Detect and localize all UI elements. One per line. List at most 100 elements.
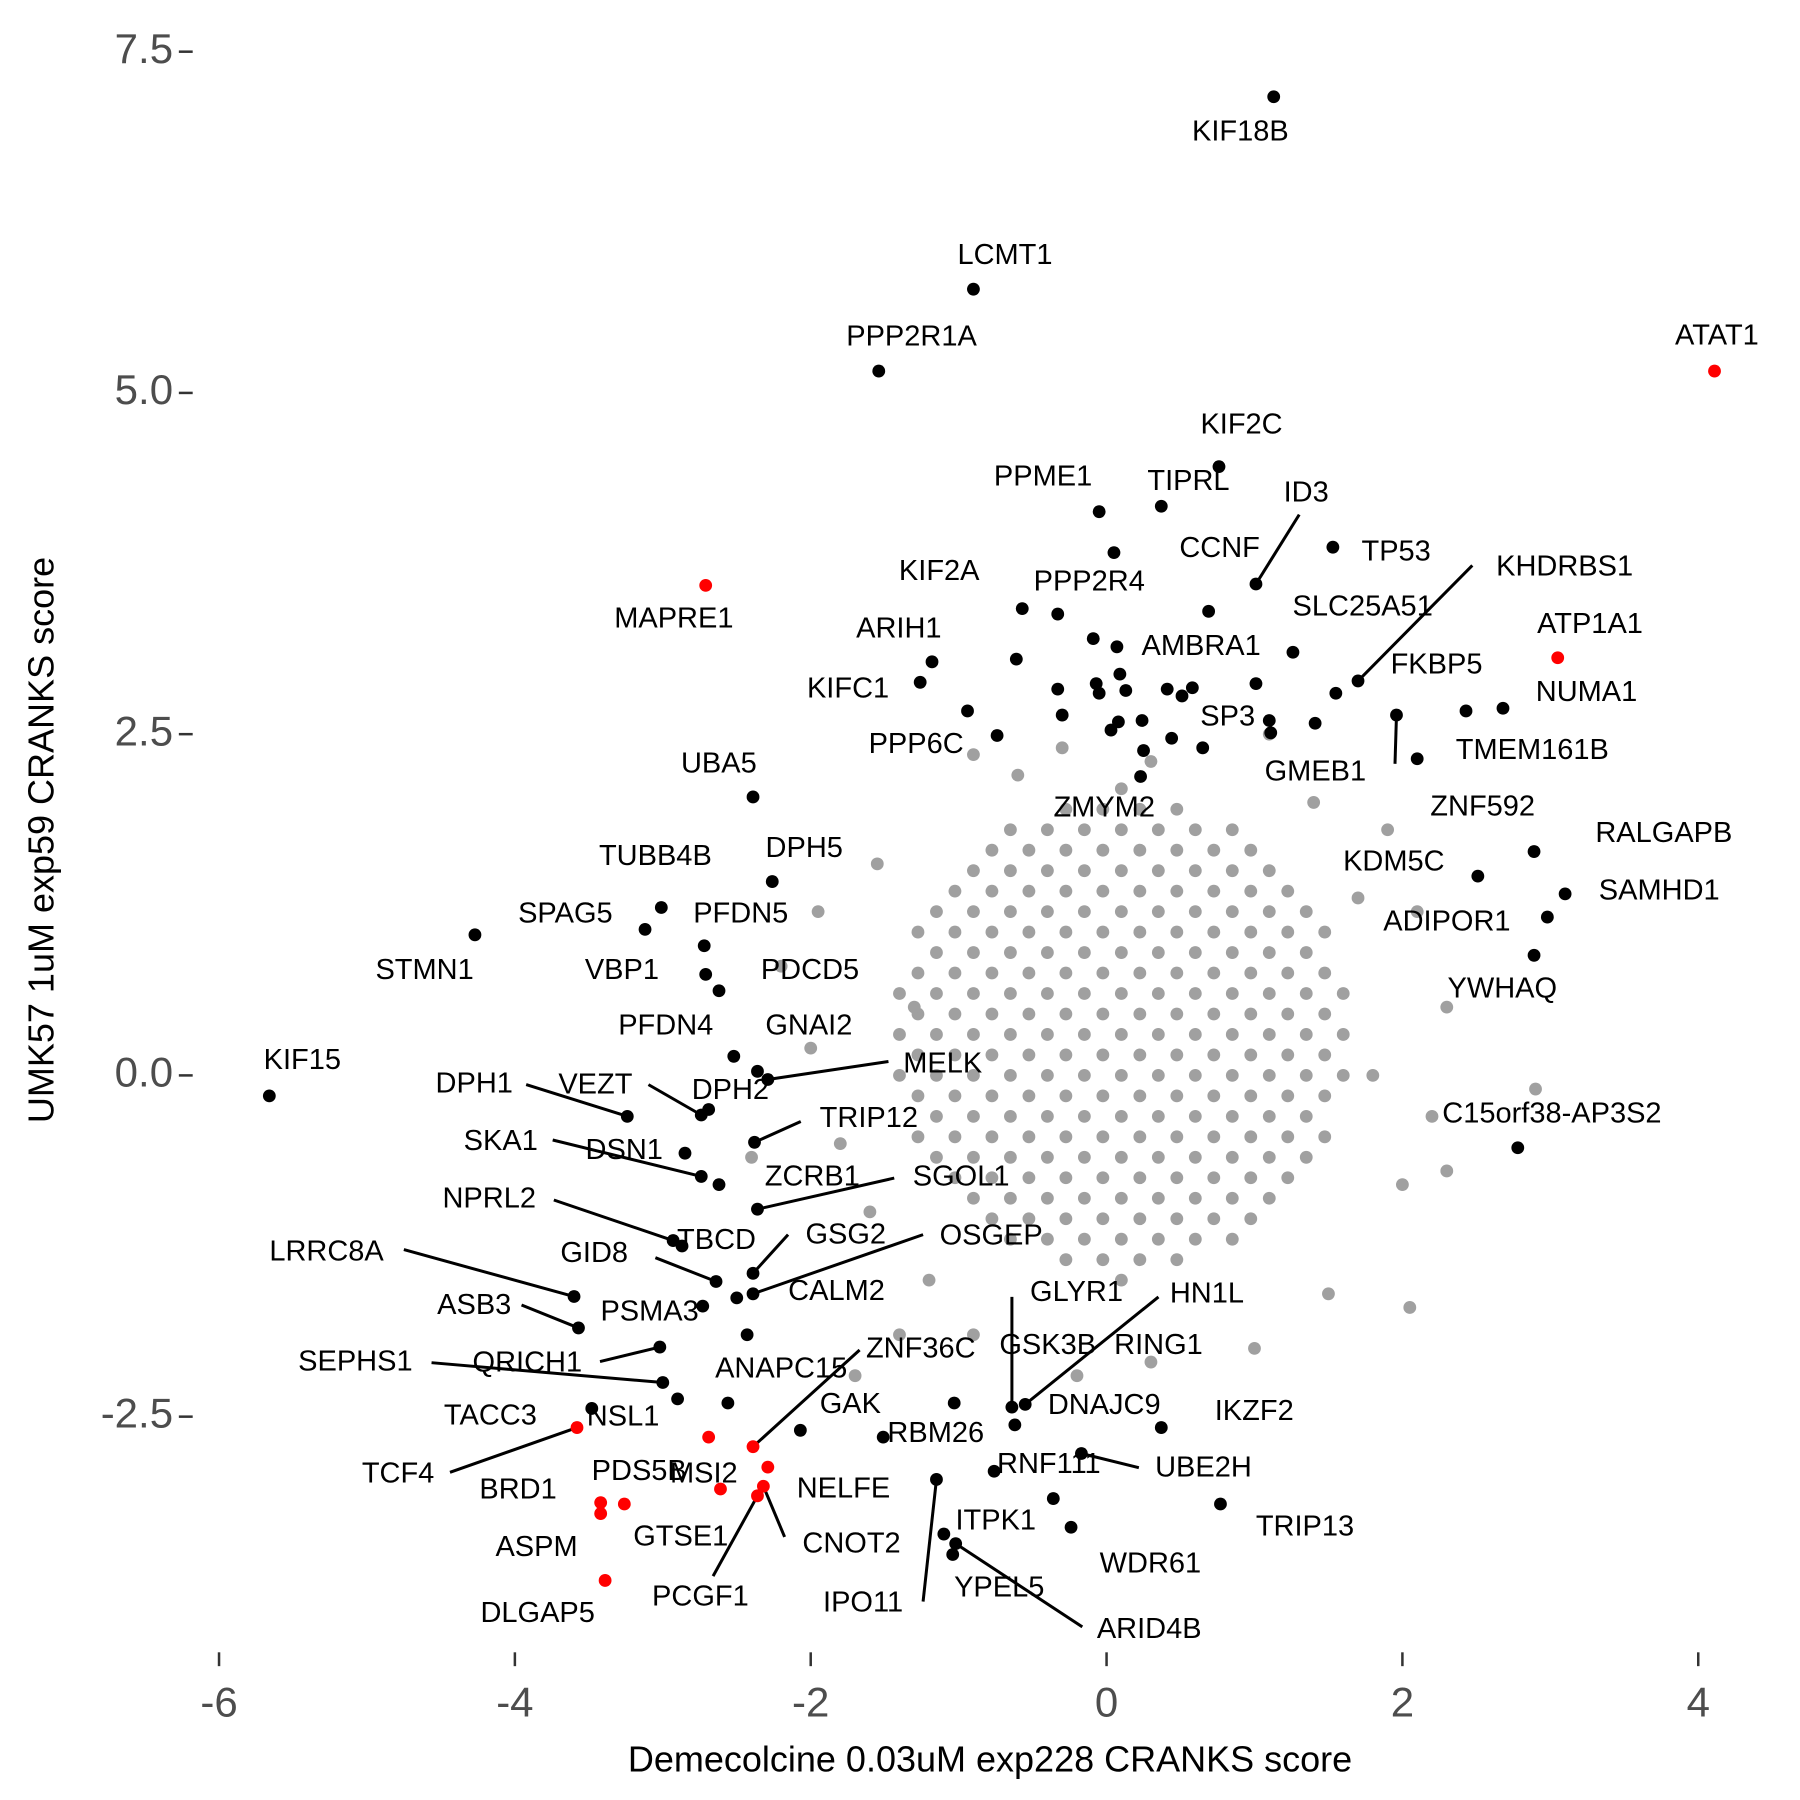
point: [930, 1473, 943, 1486]
point: [1114, 905, 1128, 919]
point: [949, 1537, 963, 1550]
point: [746, 1440, 760, 1454]
point: [1059, 925, 1073, 939]
leader-line: [767, 1060, 889, 1081]
point: [1188, 1109, 1202, 1123]
point: [1004, 1028, 1017, 1041]
point-label: IPO11: [823, 1587, 903, 1619]
point: [1004, 1150, 1017, 1164]
leader-line: [1393, 715, 1398, 764]
point-label: ID3: [1284, 477, 1329, 509]
point-label: TBCD: [677, 1224, 756, 1256]
point: [1077, 1028, 1091, 1041]
point: [1151, 1028, 1165, 1041]
point: [1059, 1212, 1073, 1226]
point: [1134, 770, 1147, 783]
point-label: TMEM161B: [1456, 734, 1609, 766]
point: [1110, 640, 1124, 654]
leader-line: [757, 1176, 895, 1211]
point-label: PDCD5: [761, 954, 859, 986]
point: [1410, 752, 1424, 766]
point: [1286, 645, 1300, 659]
point: [1262, 1028, 1276, 1041]
point-label: TCF4: [362, 1457, 435, 1489]
point: [1151, 946, 1165, 959]
point: [1059, 1130, 1073, 1144]
point-label: GSG2: [805, 1218, 886, 1250]
point-label: UBA5: [681, 748, 757, 780]
point: [1207, 843, 1221, 857]
point: [572, 1321, 585, 1335]
point: [1207, 1007, 1221, 1021]
point-label: SKA1: [464, 1125, 538, 1157]
point: [1336, 987, 1350, 1000]
point: [765, 875, 779, 888]
leader-line: [1081, 1452, 1140, 1470]
point-label: NUMA1: [1536, 676, 1638, 708]
point: [1196, 741, 1210, 755]
point-label: PFDN4: [618, 1010, 713, 1042]
point: [1151, 1150, 1165, 1164]
point: [1133, 843, 1147, 857]
point: [876, 1430, 890, 1444]
point: [751, 1489, 764, 1503]
point: [1188, 1191, 1202, 1205]
point: [1004, 864, 1017, 878]
point: [748, 1135, 761, 1149]
point: [751, 1202, 764, 1216]
point: [653, 1340, 667, 1354]
point: [1096, 1253, 1110, 1267]
point: [967, 946, 980, 959]
point: [1144, 1355, 1158, 1369]
point: [870, 857, 884, 871]
point: [1144, 755, 1158, 768]
point: [1086, 632, 1100, 646]
point: [1077, 946, 1091, 959]
point: [967, 1028, 980, 1041]
point: [1540, 910, 1554, 924]
leader-line: [654, 1256, 717, 1283]
point: [1154, 499, 1168, 513]
point: [745, 1150, 758, 1164]
point: [1336, 1069, 1350, 1082]
point: [761, 1460, 775, 1474]
point: [1111, 715, 1125, 729]
point-label: DSN1: [586, 1134, 663, 1166]
point: [746, 790, 760, 804]
point: [1096, 925, 1110, 939]
leader-line: [1024, 1295, 1160, 1406]
leader-line: [520, 1303, 580, 1330]
point: [1114, 1191, 1128, 1205]
point: [967, 1191, 980, 1205]
point: [793, 1423, 807, 1437]
leader-line: [711, 1495, 759, 1577]
point-label: KIF2C: [1200, 408, 1282, 440]
point: [930, 1109, 943, 1123]
point-label: ANAPC15: [715, 1352, 847, 1384]
point: [1188, 823, 1202, 837]
leader-line: [525, 1083, 628, 1118]
point: [1170, 1130, 1184, 1144]
point: [712, 1178, 726, 1192]
point-label: GLYR1: [1030, 1276, 1123, 1308]
point: [948, 1007, 962, 1021]
point: [1104, 723, 1118, 737]
point: [1267, 90, 1281, 104]
point-label: KIF15: [264, 1044, 341, 1076]
point: [1425, 1109, 1439, 1123]
point: [985, 1212, 999, 1226]
leader-line: [751, 1233, 790, 1275]
point: [1225, 1191, 1239, 1205]
point: [872, 364, 886, 378]
point: [990, 729, 1004, 742]
point: [1077, 823, 1091, 837]
point-label: PDS5B: [592, 1455, 687, 1487]
leader-line: [552, 1138, 702, 1178]
point: [1175, 689, 1189, 703]
point: [1051, 607, 1065, 621]
leader-line: [449, 1426, 578, 1474]
point: [1133, 1089, 1147, 1103]
point: [1040, 1069, 1054, 1082]
point: [1151, 1109, 1165, 1123]
point: [1151, 987, 1165, 1000]
